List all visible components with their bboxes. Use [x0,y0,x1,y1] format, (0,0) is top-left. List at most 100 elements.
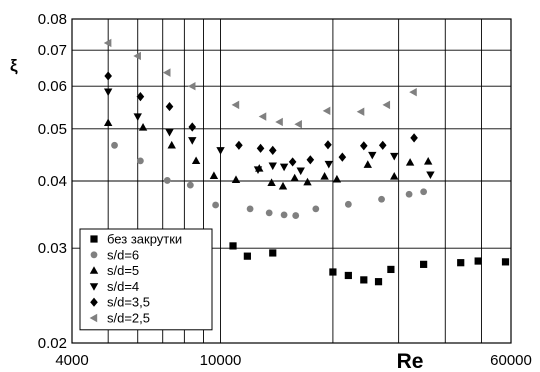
data-point [104,71,112,81]
series-1 [111,141,428,219]
data-point [405,158,415,166]
data-point [410,133,418,143]
legend-marker [90,297,98,307]
series-0 [229,242,510,286]
data-point [163,177,171,184]
series-2 [103,118,433,190]
data-point [457,259,465,267]
data-point [290,173,299,182]
data-point [474,257,482,265]
data-point [275,117,283,127]
data-point [256,143,265,153]
y-axis-title: ξ [10,56,18,75]
data-point [363,160,372,168]
data-point [231,100,240,110]
data-point [103,118,113,127]
legend-marker [90,235,98,243]
y-tick-label: 0.02 [38,335,67,352]
legend-marker [89,283,99,291]
data-point [188,122,197,132]
y-tick-label: 0.04 [38,173,67,190]
legend-label: s/d=2,5 [107,311,150,326]
legend-box [79,228,213,331]
data-point [360,141,368,151]
data-point [329,268,337,276]
data-point [501,258,510,266]
data-point [268,162,277,171]
data-point [426,171,435,180]
data-point [138,123,148,131]
data-point [111,141,118,149]
y-tick-label: 0.06 [38,78,67,95]
data-point [267,178,276,186]
data-point [378,140,387,150]
data-point [292,212,300,219]
data-point [320,171,329,180]
data-point [420,260,428,268]
data-point [387,265,395,274]
data-point [338,152,347,162]
data-point [188,137,197,145]
x-tick-label: 4000 [55,352,88,369]
data-point [136,91,145,102]
legend-label: s/d=3,5 [107,295,150,310]
data-point [191,156,201,165]
data-point [243,252,251,260]
data-point [306,155,315,165]
data-point [390,152,399,161]
data-point [165,101,174,112]
data-point [368,151,377,160]
series-3 [103,88,435,180]
y-tick-labels: 0.02 0.03 0.04 0.05 0.06 0.07 0.08 [38,11,67,352]
data-point [268,145,277,155]
data-point [229,242,237,250]
y-tick-label: 0.03 [38,240,67,257]
data-point [133,51,141,61]
plot-frame [71,18,512,344]
data-point [209,171,219,179]
data-point [294,120,302,129]
legend-label: s/d=6 [107,247,139,262]
data-point [322,106,331,116]
data-point [288,157,297,167]
data-point [103,88,113,97]
x-tick-label: 10000 [200,352,242,369]
data-point [246,205,254,213]
data-point [186,181,194,189]
data-points [103,38,510,286]
data-point [265,209,273,217]
data-point [137,157,144,165]
legend-label: без закрутки [107,232,182,247]
legend-marker [89,313,98,323]
data-point [374,278,383,286]
series-4 [104,71,418,167]
data-point [279,163,289,172]
data-point [235,140,243,150]
data-point [303,177,312,186]
data-point [187,82,196,91]
data-point [405,190,413,198]
data-point [344,271,352,280]
data-point [423,156,433,165]
x-tick-labels: 4000 10000 60000 [55,352,532,369]
legend-label: s/d=4 [107,279,139,294]
data-point [356,107,365,116]
data-point [344,200,352,208]
data-point [420,188,428,196]
data-point [382,100,391,110]
legend-marker [89,266,99,274]
y-tick-label: 0.07 [38,42,67,59]
x-tick-label: 60000 [490,352,532,369]
data-point [269,249,277,257]
data-point [312,205,320,213]
legend: без закруткиs/d=6s/d=5s/d=4s/d=3,5s/d=2,… [79,228,213,331]
x-axis-title: Re [397,350,424,372]
data-point [409,87,417,97]
data-point [231,175,241,184]
data-point [103,38,112,48]
data-point [278,181,288,190]
data-point [296,167,305,176]
data-point [324,140,332,150]
data-point [332,174,342,183]
